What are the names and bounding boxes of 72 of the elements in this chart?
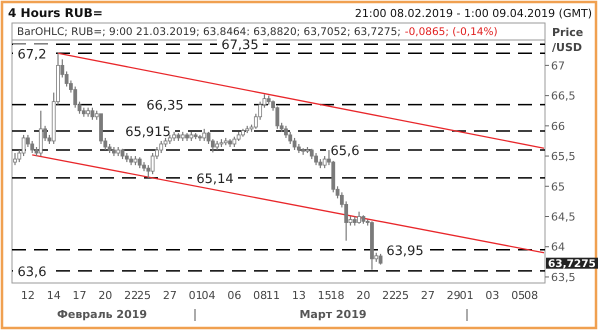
x-tick-label: 01 — [188, 289, 203, 302]
ref-line-label: 65,915 — [125, 124, 171, 140]
chart-subtitle: 21:00 08.02.2019 - 1:00 09.04.2019 (GMT) — [354, 7, 592, 20]
text: -0,0865; (-0,14%) — [404, 26, 498, 38]
x-tick-label: 08 — [524, 289, 538, 302]
candlestick — [180, 131, 185, 142]
y-tick-label: 63,5 — [551, 270, 576, 284]
x-tick-label: 04 — [202, 289, 216, 302]
text: BarOHLC; RUB=; 9:00 21.03.2019; 63,8464; 63,8820; 63,7052; 63,7275; — [17, 26, 401, 38]
candlestick — [318, 158, 322, 169]
text: 63,7275 — [548, 258, 596, 270]
ref-line-label: 66,35 — [146, 98, 184, 114]
x-tick-label: 05 — [511, 289, 526, 302]
candlestick — [138, 156, 142, 169]
y-axis-title: Price /USD — [552, 26, 584, 54]
y-tick-label: 67 — [551, 59, 565, 72]
x-tick-label: 06 — [227, 289, 242, 302]
x-tick-label: 08 — [253, 289, 268, 302]
candlestick — [86, 107, 90, 118]
ref-line-label: 67,2 — [18, 47, 46, 62]
ref-line-label: 63,6 — [18, 264, 46, 280]
y-tick-label: 65,5 — [551, 150, 576, 164]
ref-line-label: 65,6 — [330, 144, 360, 160]
x-tick-label: 22 — [124, 289, 138, 302]
candlestick — [310, 148, 314, 160]
x-tick-label: 20 — [356, 289, 370, 302]
x-tick-label: 20 — [98, 289, 112, 302]
candlestick — [378, 253, 382, 266]
x-tick-label: 14 — [46, 289, 61, 302]
x-tick-label: 25 — [395, 289, 410, 302]
y-tick-label: 66,5 — [551, 90, 576, 103]
candlestick — [30, 140, 34, 154]
candlestick — [232, 136, 236, 148]
text: Март 2019 — [299, 308, 367, 321]
candlestick — [129, 155, 134, 166]
x-tick-label: 15 — [318, 289, 332, 302]
candlestick — [189, 131, 194, 142]
candlestick — [275, 106, 280, 130]
candlestick — [116, 146, 120, 157]
x-tick-label: 03 — [485, 289, 500, 302]
candlestick — [120, 148, 124, 160]
x-tick-label: 13 — [292, 289, 306, 302]
candlestick — [215, 140, 220, 151]
x-tick-label: 27 — [420, 289, 435, 302]
x-tick-label: 25 — [137, 289, 152, 302]
ref-line-label: 67,35 — [221, 38, 259, 54]
x-tick-label: 11 — [266, 289, 280, 302]
candlestick — [266, 95, 271, 106]
candlestick — [296, 143, 301, 154]
ref-line-label: 65,14 — [196, 172, 234, 187]
candlestick — [301, 148, 306, 156]
x-tick-label: 18 — [330, 289, 345, 302]
y-tick-label: 65 — [551, 180, 565, 194]
candlestick — [124, 152, 129, 163]
text: Февраль 2019 — [56, 308, 148, 321]
candlestick — [202, 128, 206, 142]
candlestick — [159, 140, 164, 154]
x-tick-label: 29 — [446, 289, 461, 302]
candlestick — [150, 152, 155, 175]
y-tick-label: 64,5 — [551, 210, 576, 224]
ref-line-label: 63,95 — [386, 244, 424, 259]
y-tick-label: 64 — [551, 240, 565, 254]
x-tick-label: 22 — [382, 289, 396, 302]
chart-title: 4 Hours RUB= — [8, 6, 103, 20]
y-tick-label: 66 — [551, 120, 565, 133]
x-tick-label: 12 — [20, 289, 35, 302]
x-tick-label: 01 — [460, 289, 474, 302]
x-tick-label: 17 — [72, 289, 87, 302]
candlestick — [73, 86, 78, 108]
x-tick-label: 27 — [162, 289, 177, 302]
candlestick — [288, 131, 292, 145]
candlestick — [352, 216, 357, 226]
